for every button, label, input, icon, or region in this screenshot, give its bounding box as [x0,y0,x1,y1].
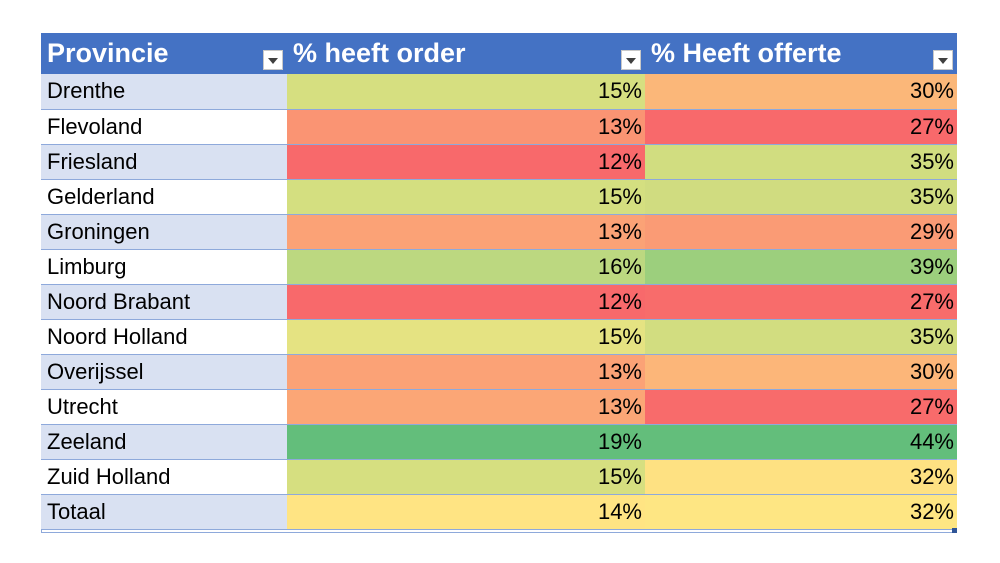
cell-heeft-order[interactable]: 16% [287,249,645,285]
table-row: Noord Brabant 12% 27% [41,284,957,320]
cell-provincie[interactable]: Groningen [41,214,287,250]
cell-heeft-offerte[interactable]: 44% [645,424,957,460]
cell-heeft-offerte[interactable]: 39% [645,249,957,285]
province-table: Provincie % heeft order % Heeft offerte … [41,33,957,530]
table-row: Flevoland 13% 27% [41,109,957,145]
cell-heeft-order[interactable]: 13% [287,389,645,425]
cell-provincie[interactable]: Zuid Holland [41,459,287,495]
cell-heeft-order[interactable]: 13% [287,354,645,390]
chevron-down-icon [938,58,948,64]
table-row: Drenthe 15% 30% [41,74,957,110]
table-row: Zuid Holland 15% 32% [41,459,957,495]
header-heeft-order-label: % heeft order [293,38,466,68]
cell-provincie[interactable]: Utrecht [41,389,287,425]
cell-provincie[interactable]: Flevoland [41,109,287,145]
filter-dropdown-heeft-offerte[interactable] [933,50,953,70]
table-row: Friesland 12% 35% [41,144,957,180]
cell-heeft-order[interactable]: 13% [287,214,645,250]
filter-dropdown-provincie[interactable] [263,50,283,70]
cell-provincie[interactable]: Friesland [41,144,287,180]
cell-heeft-offerte[interactable]: 27% [645,389,957,425]
header-provincie-label: Provincie [47,38,169,68]
cell-heeft-order[interactable]: 12% [287,144,645,180]
cell-provincie[interactable]: Gelderland [41,179,287,215]
table-row: Limburg 16% 39% [41,249,957,285]
header-heeft-offerte-label: % Heeft offerte [651,38,842,68]
table-row: Overijssel 13% 30% [41,354,957,390]
cell-heeft-order[interactable]: 15% [287,179,645,215]
cell-heeft-offerte[interactable]: 27% [645,109,957,145]
chevron-down-icon [268,58,278,64]
cell-heeft-order[interactable]: 13% [287,109,645,145]
cell-heeft-offerte[interactable]: 30% [645,354,957,390]
cell-heeft-order[interactable]: 15% [287,319,645,355]
cell-heeft-order-total[interactable]: 14% [287,494,645,530]
cell-provincie[interactable]: Noord Holland [41,319,287,355]
cell-heeft-offerte-total[interactable]: 32% [645,494,957,530]
cell-heeft-offerte[interactable]: 35% [645,144,957,180]
cell-provincie[interactable]: Limburg [41,249,287,285]
cell-heeft-order[interactable]: 12% [287,284,645,320]
header-provincie[interactable]: Provincie [41,33,287,74]
cell-provincie[interactable]: Zeeland [41,424,287,460]
cell-heeft-offerte[interactable]: 30% [645,74,957,110]
table-body: Drenthe 15% 30% Flevoland 13% 27% Friesl… [41,74,957,530]
cell-provincie[interactable]: Noord Brabant [41,284,287,320]
cell-heeft-order[interactable]: 15% [287,74,645,110]
cell-heeft-order[interactable]: 19% [287,424,645,460]
cell-heeft-offerte[interactable]: 29% [645,214,957,250]
table-row-total: Totaal 14% 32% [41,494,957,530]
cell-heeft-offerte[interactable]: 35% [645,319,957,355]
cell-provincie[interactable]: Overijssel [41,354,287,390]
chevron-down-icon [626,58,636,64]
header-row: Provincie % heeft order % Heeft offerte [41,33,957,74]
header-heeft-offerte[interactable]: % Heeft offerte [645,33,957,74]
table-row: Noord Holland 15% 35% [41,319,957,355]
cell-provincie-total[interactable]: Totaal [41,494,287,530]
table-row: Groningen 13% 29% [41,214,957,250]
table-row: Zeeland 19% 44% [41,424,957,460]
cell-heeft-offerte[interactable]: 27% [645,284,957,320]
table-row: Gelderland 15% 35% [41,179,957,215]
selection-fill-handle[interactable] [952,528,957,533]
header-heeft-order[interactable]: % heeft order [287,33,645,74]
cell-heeft-order[interactable]: 15% [287,459,645,495]
cell-heeft-offerte[interactable]: 35% [645,179,957,215]
cell-heeft-offerte[interactable]: 32% [645,459,957,495]
cell-provincie[interactable]: Drenthe [41,74,287,110]
table-row: Utrecht 13% 27% [41,389,957,425]
filter-dropdown-heeft-order[interactable] [621,50,641,70]
